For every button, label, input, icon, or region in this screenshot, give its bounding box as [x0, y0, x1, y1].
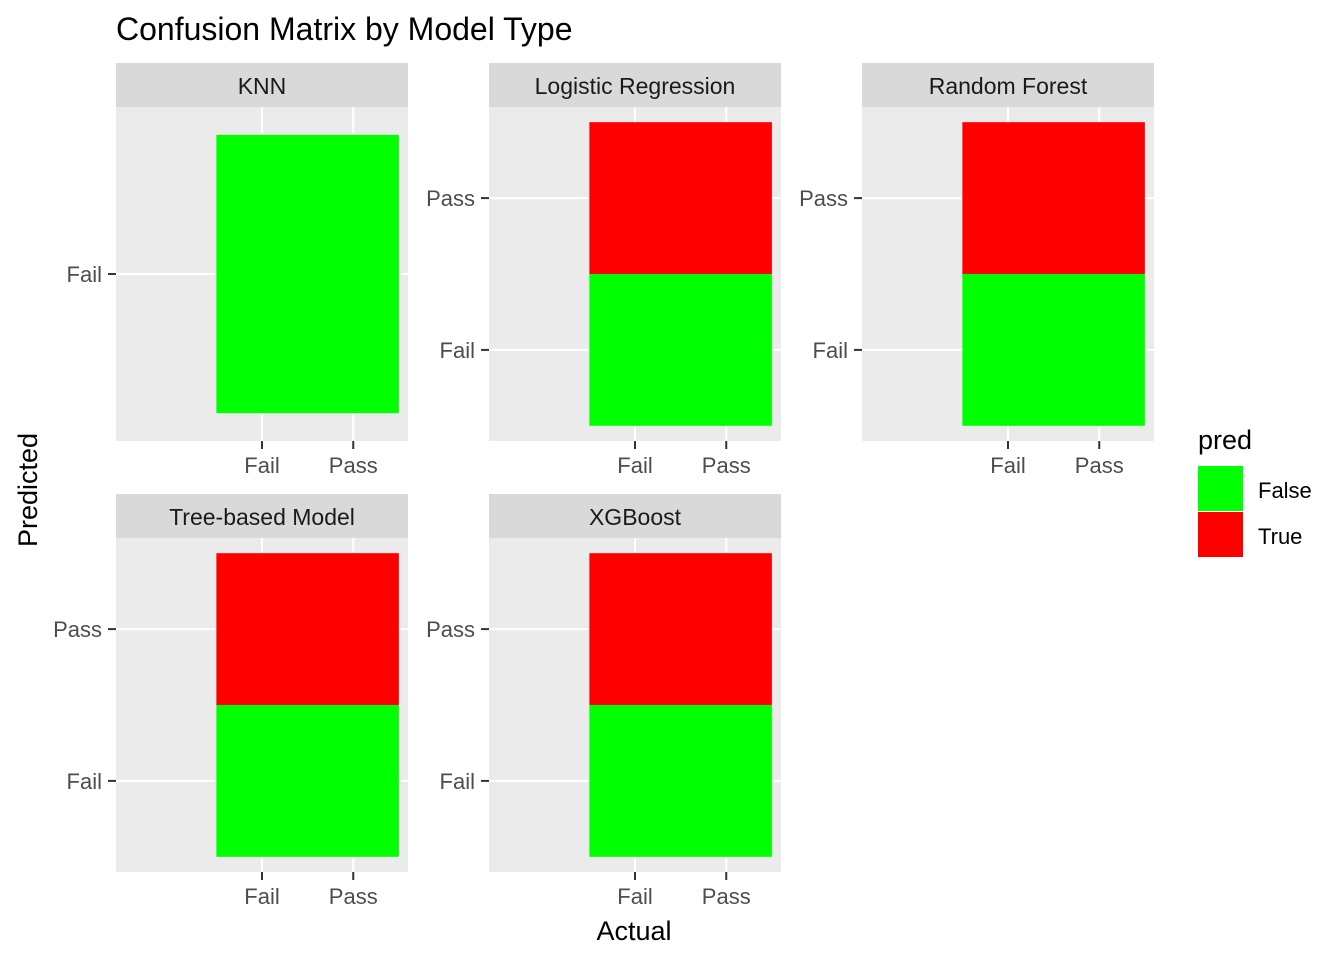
legend-key-false: [1198, 466, 1243, 511]
y-tick-label: Pass: [426, 186, 475, 211]
facet-strip: [116, 494, 408, 538]
y-tick-label: Fail: [67, 769, 102, 794]
tile-fail: [589, 705, 772, 857]
facet-strip-label: Random Forest: [929, 73, 1088, 99]
tile-fail: [216, 134, 399, 414]
y-tick-label: Fail: [440, 769, 475, 794]
tile-pass: [589, 553, 772, 705]
legend-label-false: False: [1258, 478, 1312, 503]
facet-strip: [116, 63, 408, 107]
x-tick-label: Fail: [617, 884, 652, 909]
x-tick-label: Pass: [1075, 453, 1124, 478]
legend-label-true: True: [1258, 524, 1302, 549]
legend-title: pred: [1198, 425, 1252, 455]
facet-strip-label: Logistic Regression: [535, 73, 736, 99]
x-tick-label: Pass: [702, 884, 751, 909]
facet-knn: KNN Fail Pass Fail: [67, 63, 408, 478]
facet-logistic-regression: Logistic Regression Fail Pass Fail Pass: [426, 63, 781, 478]
chart-title: Confusion Matrix by Model Type: [116, 11, 573, 47]
x-axis-title: Actual: [596, 916, 671, 946]
tile-pass: [589, 122, 772, 274]
y-tick-label: Pass: [799, 186, 848, 211]
y-tick-label: Pass: [53, 617, 102, 642]
facet-random-forest: Random Forest Fail Pass Fail Pass: [799, 63, 1154, 478]
tile-fail: [589, 274, 772, 426]
facet-strip-label: XGBoost: [589, 504, 682, 530]
facet-strip: [489, 63, 781, 107]
y-tick-label: Pass: [426, 617, 475, 642]
x-tick-label: Fail: [244, 884, 279, 909]
legend: pred False True: [1198, 425, 1312, 557]
facet-strip: [489, 494, 781, 538]
facet-tree-based-model: Tree-based Model Fail Pass Fail Pass: [53, 494, 408, 909]
facet-strip-label: KNN: [238, 73, 287, 99]
y-tick-label: Fail: [67, 262, 102, 287]
x-tick-label: Fail: [617, 453, 652, 478]
tile-fail: [216, 705, 399, 857]
facet-strip: [862, 63, 1154, 107]
x-tick-label: Fail: [244, 453, 279, 478]
y-axis-title: Predicted: [13, 433, 43, 547]
tile-pass: [962, 122, 1145, 274]
x-tick-label: Fail: [990, 453, 1025, 478]
facet-strip-label: Tree-based Model: [169, 504, 355, 530]
tile-pass: [216, 553, 399, 705]
x-tick-label: Pass: [329, 884, 378, 909]
x-tick-label: Pass: [329, 453, 378, 478]
facet-xgboost: XGBoost Fail Pass Fail Pass: [426, 494, 781, 909]
y-tick-label: Fail: [440, 338, 475, 363]
tile-fail: [962, 274, 1145, 426]
x-tick-label: Pass: [702, 453, 751, 478]
y-tick-label: Fail: [813, 338, 848, 363]
facet-panels: KNN Fail Pass Fail Logistic Regression Fail Pa…: [53, 63, 1154, 909]
legend-key-true: [1198, 512, 1243, 557]
